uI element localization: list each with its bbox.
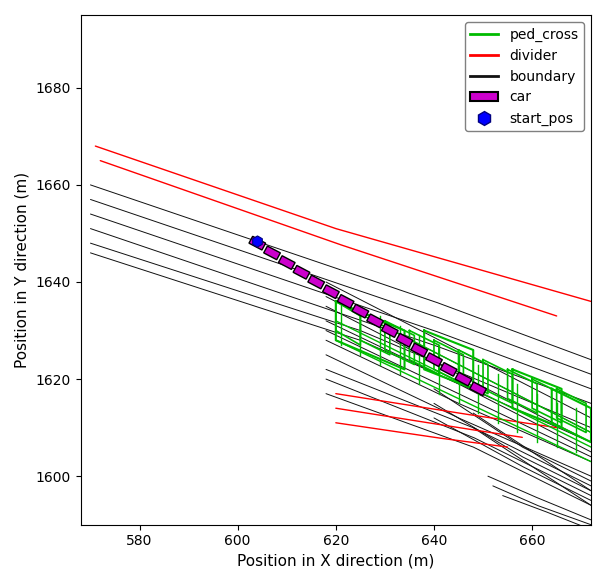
Bar <box>441 363 457 376</box>
Legend: ped_cross, divider, boundary, car, start_pos: ped_cross, divider, boundary, car, start… <box>465 22 584 131</box>
Bar <box>278 256 295 269</box>
Bar <box>338 294 354 308</box>
Bar <box>322 285 339 298</box>
Bar <box>470 382 487 395</box>
Bar <box>293 266 310 279</box>
Bar <box>264 246 281 260</box>
Bar <box>381 324 398 338</box>
Bar <box>396 333 413 347</box>
Y-axis label: Position in Y direction (m): Position in Y direction (m) <box>15 172 30 368</box>
X-axis label: Position in X direction (m): Position in X direction (m) <box>237 554 435 569</box>
Bar <box>352 304 368 318</box>
Bar <box>411 343 428 357</box>
Bar <box>367 314 384 328</box>
Bar <box>308 275 325 289</box>
Bar <box>249 237 265 250</box>
Bar <box>455 372 471 386</box>
Bar <box>425 353 442 367</box>
